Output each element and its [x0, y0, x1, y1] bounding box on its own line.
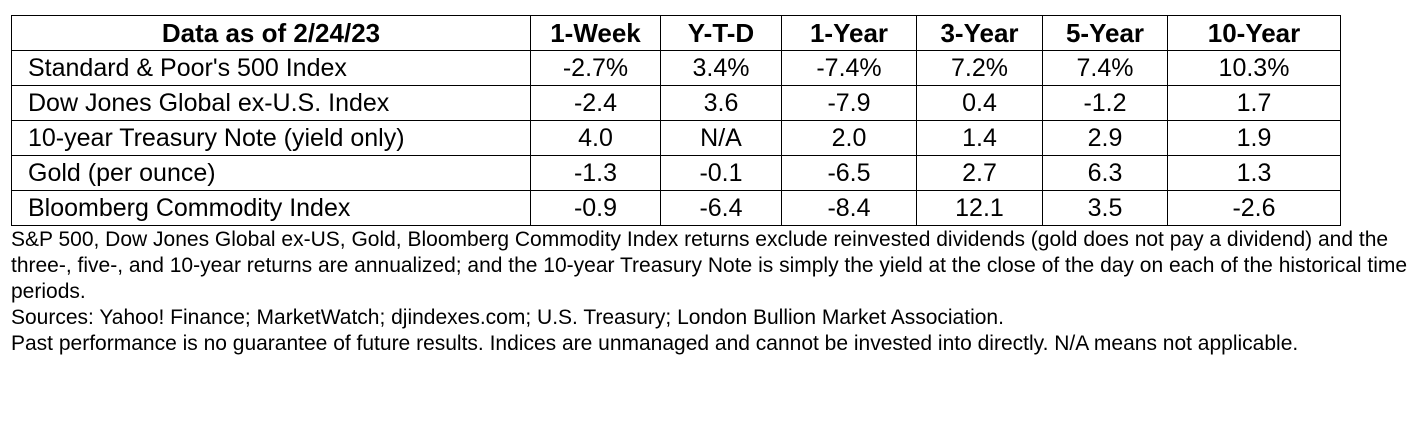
cell-5-year: 2.9 [1042, 120, 1168, 156]
cell-3-year: 2.7 [916, 155, 1043, 191]
header-10-year: 10-Year [1167, 15, 1341, 51]
header-3-year: 3-Year [916, 15, 1043, 51]
cell-3-year: 0.4 [916, 85, 1043, 121]
cell-1-year: -7.9 [781, 85, 917, 121]
table-row: Gold (per ounce) -1.3 -0.1 -6.5 2.7 6.3 … [11, 155, 1341, 191]
table-row: 10-year Treasury Note (yield only) 4.0 N… [11, 120, 1341, 156]
cell-1-week: -0.9 [530, 190, 661, 226]
sources-note: Sources: Yahoo! Finance; MarketWatch; dj… [11, 306, 1004, 329]
row-name: Bloomberg Commodity Index [11, 190, 531, 226]
cell-1-year: 2.0 [781, 120, 917, 156]
cell-ytd: 3.6 [660, 85, 782, 121]
cell-1-week: 4.0 [530, 120, 661, 156]
cell-3-year: 12.1 [916, 190, 1043, 226]
cell-5-year: 6.3 [1042, 155, 1168, 191]
header-1-year: 1-Year [781, 15, 917, 51]
cell-10-year: -2.6 [1167, 190, 1341, 226]
cell-1-week: -1.3 [530, 155, 661, 191]
header-1-week: 1-Week [530, 15, 661, 51]
cell-1-year: -6.5 [781, 155, 917, 191]
header-5-year: 5-Year [1042, 15, 1168, 51]
cell-5-year: 3.5 [1042, 190, 1168, 226]
cell-1-week: -2.7% [530, 50, 661, 86]
table-row: Standard & Poor's 500 Index -2.7% 3.4% -… [11, 50, 1341, 86]
header-ytd: Y-T-D [660, 15, 782, 51]
performance-table: Data as of 2/24/23 1-Week Y-T-D 1-Year 3… [11, 15, 1341, 226]
cell-5-year: -1.2 [1042, 85, 1168, 121]
table-row: Dow Jones Global ex-U.S. Index -2.4 3.6 … [11, 85, 1341, 121]
cell-ytd: -6.4 [660, 190, 782, 226]
table-row: Bloomberg Commodity Index -0.9 -6.4 -8.4… [11, 190, 1341, 226]
cell-ytd: N/A [660, 120, 782, 156]
cell-3-year: 1.4 [916, 120, 1043, 156]
cell-1-week: -2.4 [530, 85, 661, 121]
header-date: Data as of 2/24/23 [11, 15, 531, 51]
performance-report: Data as of 2/24/23 1-Week Y-T-D 1-Year 3… [11, 15, 1411, 357]
cell-3-year: 7.2% [916, 50, 1043, 86]
cell-10-year: 1.3 [1167, 155, 1341, 191]
methodology-note: S&P 500, Dow Jones Global ex-US, Gold, B… [11, 228, 1408, 303]
table-header-row: Data as of 2/24/23 1-Week Y-T-D 1-Year 3… [11, 15, 1341, 51]
cell-10-year: 10.3% [1167, 50, 1341, 86]
cell-ytd: -0.1 [660, 155, 782, 191]
cell-5-year: 7.4% [1042, 50, 1168, 86]
cell-1-year: -7.4% [781, 50, 917, 86]
cell-1-year: -8.4 [781, 190, 917, 226]
row-name: 10-year Treasury Note (yield only) [11, 120, 531, 156]
disclaimer-note: Past performance is no guarantee of futu… [11, 332, 1299, 355]
cell-10-year: 1.9 [1167, 120, 1341, 156]
row-name: Standard & Poor's 500 Index [11, 50, 531, 86]
row-name: Gold (per ounce) [11, 155, 531, 191]
footnotes: S&P 500, Dow Jones Global ex-US, Gold, B… [11, 227, 1416, 357]
row-name: Dow Jones Global ex-U.S. Index [11, 85, 531, 121]
cell-ytd: 3.4% [660, 50, 782, 86]
cell-10-year: 1.7 [1167, 85, 1341, 121]
